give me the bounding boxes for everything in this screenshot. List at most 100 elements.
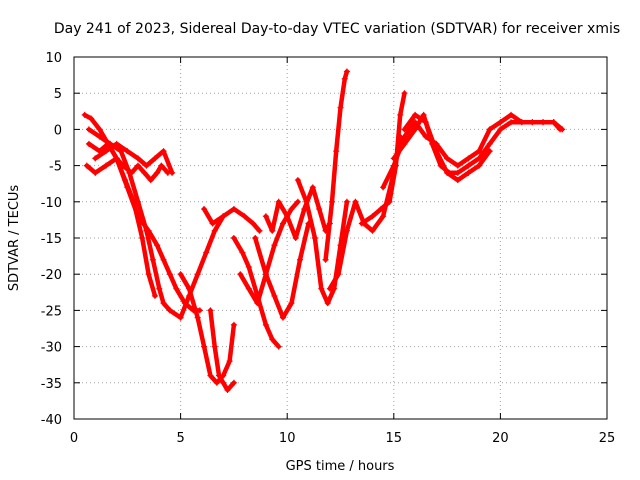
- data-point: [83, 162, 90, 169]
- y-tick-label: -15: [41, 232, 62, 247]
- data-point: [269, 336, 276, 343]
- data-point: [454, 162, 461, 169]
- data-point: [230, 321, 237, 328]
- data-point: [166, 271, 173, 278]
- data-point: [271, 292, 278, 299]
- data-point: [96, 148, 103, 155]
- data-point: [508, 119, 515, 126]
- data-point: [550, 119, 557, 126]
- data-point: [92, 169, 99, 176]
- data-point: [211, 227, 218, 234]
- data-point: [85, 140, 92, 147]
- data-point: [288, 300, 295, 307]
- data-point: [328, 198, 335, 205]
- data-point: [134, 162, 141, 169]
- data-point: [454, 177, 461, 184]
- data-point: [143, 162, 150, 169]
- series-line-sat-m: [263, 185, 333, 241]
- data-point: [166, 307, 173, 314]
- data-point: [497, 126, 504, 133]
- data-point: [224, 387, 231, 394]
- data-point: [102, 148, 109, 155]
- data-point: [540, 119, 547, 126]
- data-point: [152, 155, 159, 162]
- chart-title: Day 241 of 2023, Sidereal Day-to-day VTE…: [54, 21, 620, 37]
- data-point: [275, 343, 282, 350]
- data-point: [412, 111, 419, 118]
- data-point: [92, 155, 99, 162]
- data-point: [220, 379, 227, 386]
- data-point: [156, 285, 163, 292]
- data-point: [88, 115, 95, 122]
- y-tick-label: -5: [49, 160, 62, 175]
- x-tick-label: 5: [176, 431, 184, 446]
- data-point: [250, 220, 257, 227]
- data-point: [134, 198, 141, 205]
- data-point: [186, 292, 193, 299]
- data-point: [324, 300, 331, 307]
- x-tick-label: 20: [492, 431, 509, 446]
- y-tick-label: -40: [41, 413, 62, 428]
- data-point: [296, 256, 303, 263]
- data-point: [333, 148, 340, 155]
- data-point: [294, 177, 301, 184]
- data-point: [207, 372, 214, 379]
- data-point: [124, 148, 131, 155]
- data-point: [230, 379, 237, 386]
- data-point: [337, 104, 344, 111]
- data-point: [177, 271, 184, 278]
- data-point: [352, 198, 359, 205]
- data-point: [420, 111, 427, 118]
- y-tick-label: -25: [41, 304, 62, 319]
- series-line-sat-u: [476, 112, 565, 154]
- data-point: [113, 140, 120, 147]
- y-tick-label: -35: [41, 377, 62, 392]
- data-point: [284, 213, 291, 220]
- data-point: [322, 256, 329, 263]
- series-line-sat-h: [201, 206, 262, 234]
- data-point: [380, 184, 387, 191]
- data-point: [262, 321, 269, 328]
- data-point: [390, 155, 397, 162]
- data-point: [241, 213, 248, 220]
- data-point: [239, 249, 246, 256]
- data-point: [269, 227, 276, 234]
- data-point: [559, 126, 566, 133]
- data-point: [335, 271, 342, 278]
- data-point: [412, 126, 419, 133]
- data-point: [529, 119, 536, 126]
- x-tick-label: 15: [386, 431, 403, 446]
- data-point: [81, 111, 88, 118]
- axis-ticks: 0 5 10 15 20 25 10 5 0 -5 -10 -15 -20 -25 -30 -35 -40: [41, 51, 616, 446]
- data-point: [245, 285, 252, 292]
- data-point: [160, 148, 167, 155]
- y-axis-label: SDTVAR / TECUs: [7, 185, 22, 292]
- data-point: [401, 126, 408, 133]
- data-point: [211, 343, 218, 350]
- data-point: [145, 271, 152, 278]
- data-point: [230, 235, 237, 241]
- data-point: [326, 285, 333, 292]
- data-point: [128, 169, 135, 176]
- y-tick-label: -10: [41, 196, 62, 211]
- series-line-sat-k: [238, 199, 301, 306]
- data-point: [143, 227, 150, 234]
- data-point: [476, 148, 483, 155]
- data-point: [378, 206, 385, 213]
- data-point: [369, 213, 376, 220]
- data-point: [343, 227, 350, 234]
- data-point: [311, 235, 318, 241]
- data-point: [275, 198, 282, 205]
- data-point: [85, 126, 92, 133]
- data-point: [226, 358, 233, 365]
- data-point: [102, 162, 109, 169]
- y-tick-label: 10: [45, 51, 62, 66]
- data-point: [96, 133, 103, 140]
- data-point: [316, 206, 323, 213]
- data-point: [358, 220, 365, 227]
- data-point: [390, 162, 397, 169]
- data-point: [465, 162, 472, 169]
- data-point: [262, 271, 269, 278]
- data-point: [518, 119, 525, 126]
